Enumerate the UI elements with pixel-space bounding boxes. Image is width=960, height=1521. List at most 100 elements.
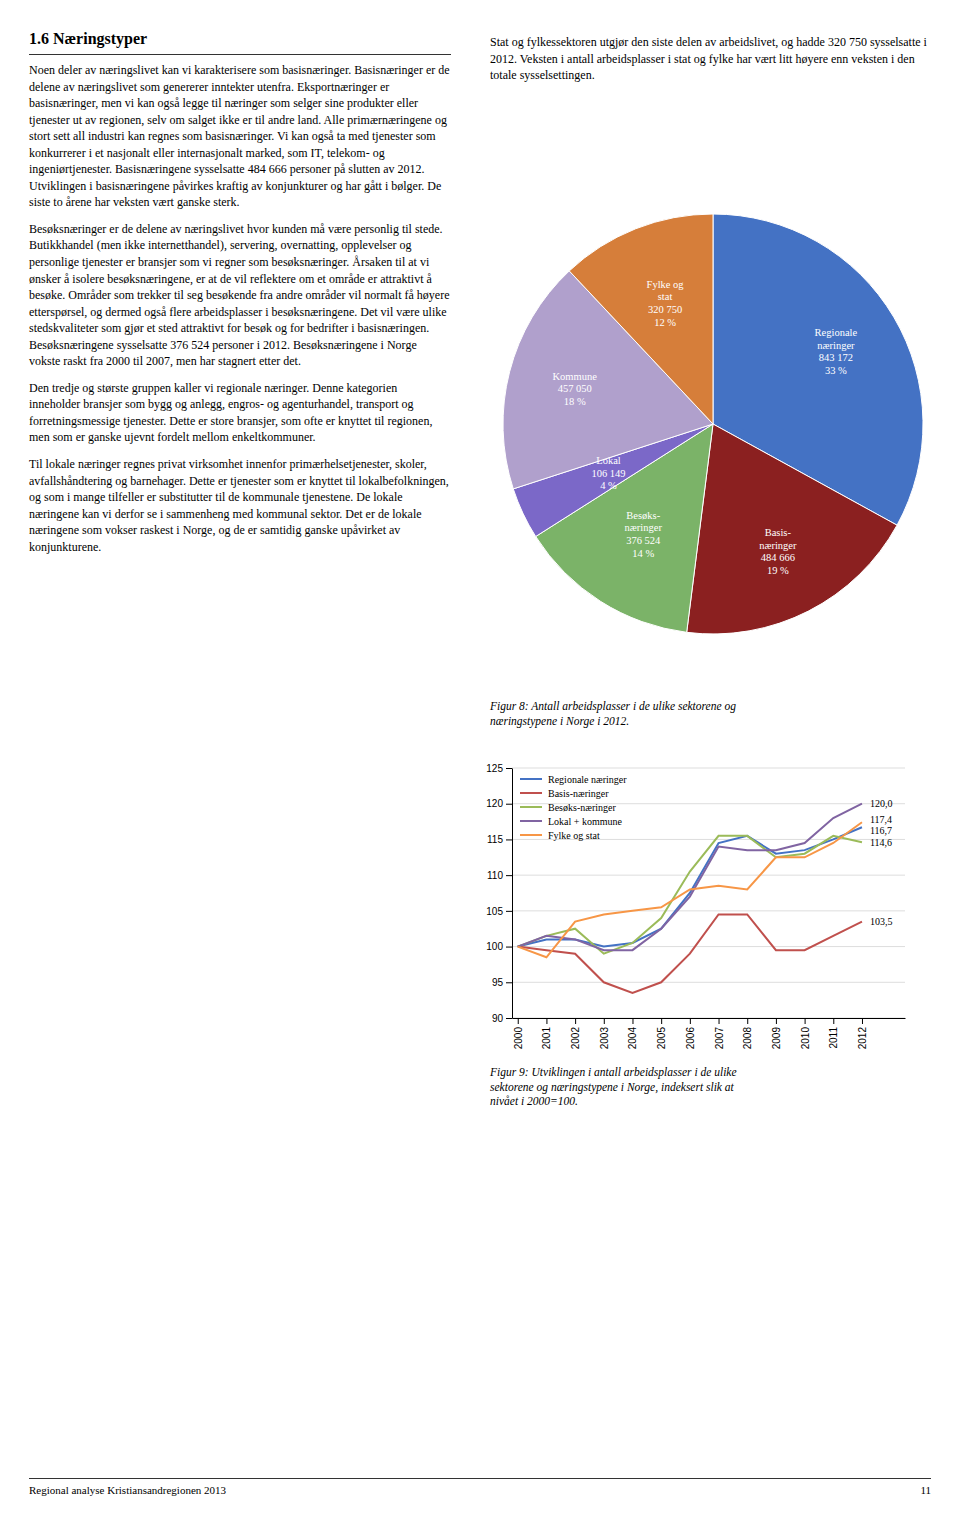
x-tick-mark [546,1018,547,1024]
legend-swatch [520,792,542,794]
slice-label: Fylke ogstat320 75012 % [647,279,685,328]
caption-line: Figur 9: Utviklingen i antall arbeidspla… [489,1066,737,1079]
x-tick-mark [661,1018,662,1024]
x-tick-label: 2007 [714,1027,725,1050]
y-tick: 120 [486,798,512,809]
x-tick: 2011 [828,1018,839,1049]
y-tick: 90 [492,1013,512,1024]
legend-label: Fylke og stat [548,830,600,841]
lines [518,804,862,993]
y-tick-label: 105 [486,906,503,917]
footer-rule [29,1478,931,1479]
slice-label-line: næringer [817,340,855,351]
slice-label-line: 376 524 [626,535,661,546]
slice-label: Besøks-næringer376 52414 % [625,510,663,559]
y-tick-label: 110 [487,870,503,881]
page-title: 1.6 Næringstyper [29,30,147,48]
slice-label-line: Fylke og [647,279,685,290]
legend-label: Regionale næringer [548,774,627,785]
y-tick-mark [506,947,512,948]
x-tick-label: 2001 [541,1027,552,1050]
y-tick: 110 [487,870,512,881]
grid-line [512,875,905,876]
value-label: 114,6 [870,837,892,848]
y-tick: 95 [492,977,512,988]
slice-label-line: Regionale [815,327,858,338]
grid-line [512,982,905,983]
x-axis-line [513,1018,906,1019]
grid-line [512,910,905,911]
legend-item: Lokal + kommune [520,816,623,827]
slice-label-line: 843 172 [819,352,853,363]
x-tick: 2007 [714,1018,725,1049]
legend-item: Regionale næringer [520,774,627,785]
x-tick-mark [690,1018,691,1024]
legend-label: Besøks-næringer [548,802,616,813]
slice-label: Kommune457 05018 % [553,371,598,407]
slice-label: Regionale næringer843 172 33 % [815,327,858,376]
x-tick-label: 2010 [800,1027,811,1050]
left-column: Noen deler av næringslivet kan vi karakt… [29,62,451,565]
grid-line [512,768,905,769]
footer-left: Regional analyse Kristiansandregionen 20… [29,1484,226,1496]
value-labels: 120,0117,4116,7114,6103,5 [870,798,893,927]
slice-label-line: 33 % [825,365,847,376]
y-tick-mark [506,911,512,912]
x-tick: 2006 [685,1018,696,1049]
grid-line [512,946,905,947]
legend-swatch [520,806,542,808]
x-tick-label: 2006 [685,1027,696,1050]
y-tick: 105 [486,906,512,917]
x-tick: 2003 [599,1018,610,1049]
x-tick-label: 2002 [570,1027,581,1050]
x-tick: 2009 [771,1018,782,1049]
series-line [518,914,862,993]
x-tick: 2000 [513,1018,524,1049]
x-tick-label: 2008 [742,1027,753,1050]
value-label: 120,0 [870,798,893,809]
body-paragraph: Besøksnæringer er de delene av næringsli… [29,221,451,370]
slice-label-line: 457 050 [558,383,592,394]
x-tick-label: 2003 [599,1027,610,1050]
legend-item: Besøks-næringer [520,802,616,813]
y-tick-mark [506,804,512,805]
line-chart: 2000200120022003200420052006200720082009… [486,763,905,1050]
series-line [518,822,862,957]
x-tick: 2002 [570,1018,581,1049]
x-tick: 2012 [857,1018,868,1049]
legend-swatch [520,778,542,780]
body-paragraph: Stat og fylkessektoren utgjør den siste … [490,34,930,84]
x-tick: 2010 [800,1018,811,1049]
caption-line: Figur 8: Antall arbeidsplasser i de ulik… [489,700,736,713]
value-label: 103,5 [870,916,893,927]
chart-caption: Figur 8: Antall arbeidsplasser i de ulik… [489,700,736,727]
chart-caption: Figur 9: Utviklingen i antall arbeidspla… [489,1066,737,1107]
x-tick-label: 2000 [513,1027,524,1050]
title-rule [29,54,451,55]
grid-line [512,1018,905,1019]
x-tick-label: 2004 [627,1027,638,1050]
y-tick-label: 100 [486,941,503,952]
page: 1.6 Næringstyper Noen deler av næringsliv… [0,0,960,1521]
slice-label-line: 12 % [654,317,676,328]
y-axis: 9095100105110115120125 [486,763,512,1024]
body-paragraph: Den tredje og største gruppen kaller vi … [29,380,451,446]
value-label: 116,7 [870,825,892,836]
slice-label: Basis-næringer484 66619 % [759,527,797,576]
y-tick-label: 115 [487,834,503,845]
slice-label-line: 18 % [564,396,586,407]
y-tick-mark [506,1018,512,1019]
x-tick-mark [805,1018,806,1024]
slice-label-line: 106 149 [591,468,625,479]
legend-item: Basis-næringer [520,788,609,799]
grid [512,768,905,1018]
caption-line: sektorene og næringstypene i Norge, inde… [490,1081,735,1094]
x-tick: 2008 [742,1018,753,1049]
slice-label-line: Basis- [765,527,792,538]
legend-label: Basis-næringer [548,788,609,799]
pie [503,214,923,634]
x-tick-mark [833,1018,834,1024]
x-tick: 2001 [541,1018,552,1049]
y-tick-label: 90 [492,1013,504,1024]
slice-label-line: 320 750 [648,304,682,315]
